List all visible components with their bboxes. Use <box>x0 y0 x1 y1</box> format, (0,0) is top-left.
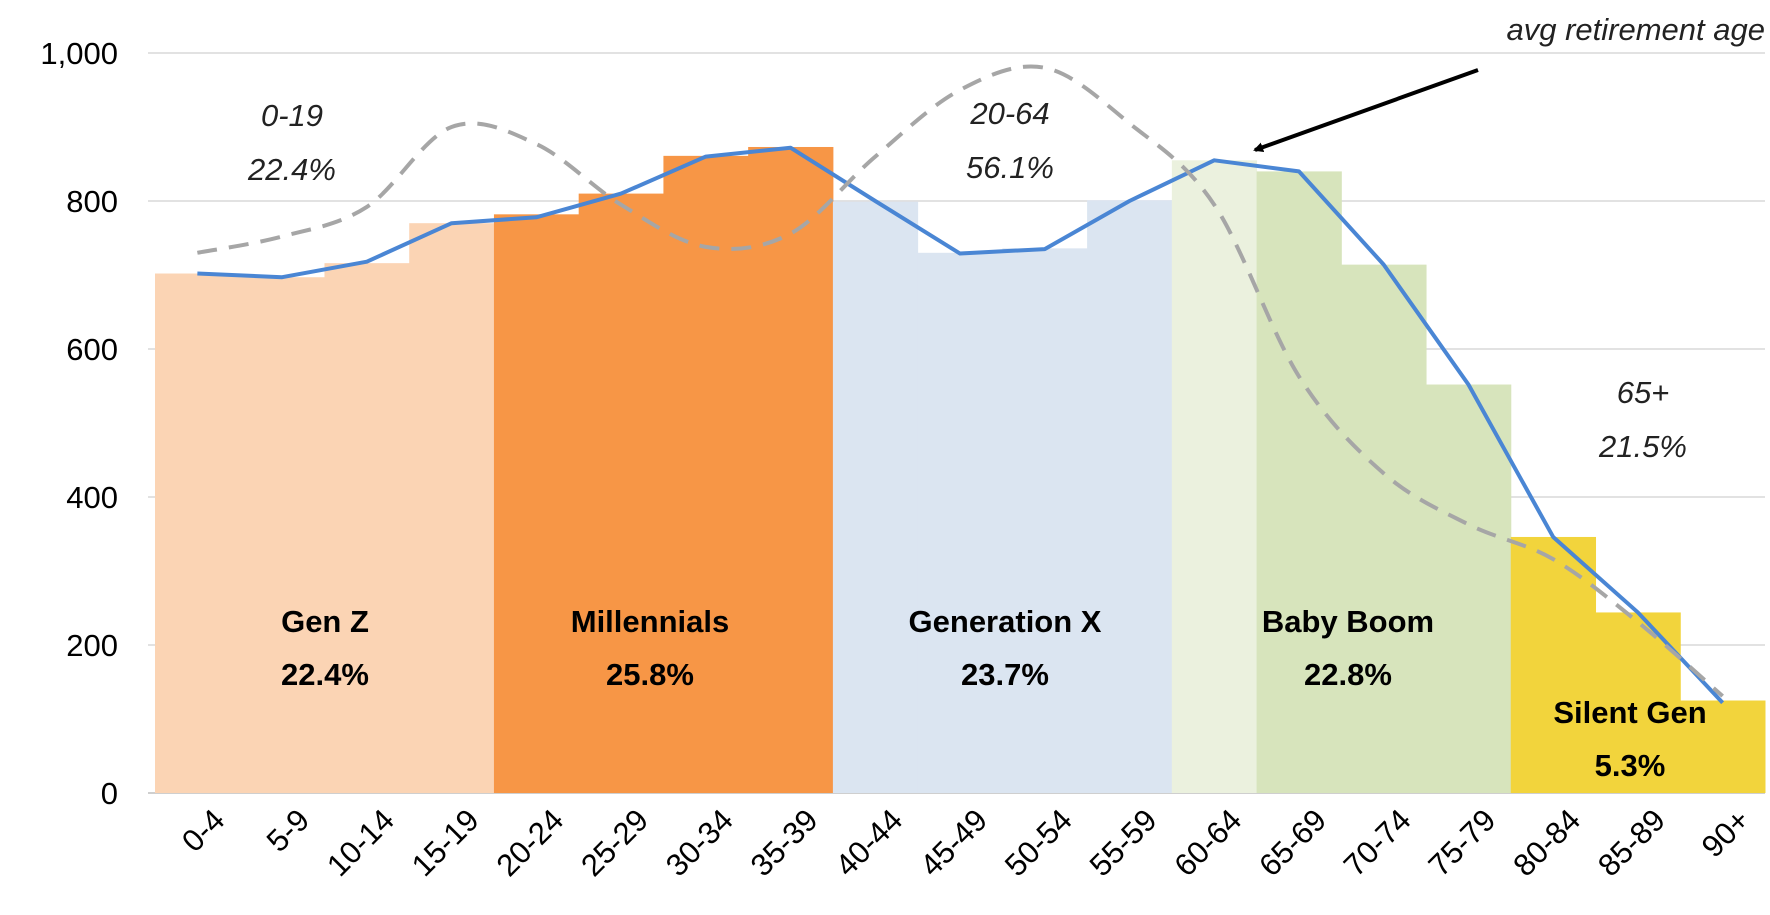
bar <box>1510 536 1597 793</box>
x-tick-label: 0-4 <box>175 802 231 858</box>
x-tick-label: 85-89 <box>1591 802 1672 883</box>
x-tick-label: 10-14 <box>320 802 401 883</box>
bar <box>324 263 410 793</box>
range-label: 20-64 <box>969 96 1049 131</box>
x-tick-label: 55-59 <box>1083 802 1164 883</box>
y-tick-label: 1,000 <box>40 36 118 71</box>
x-tick-label: 75-79 <box>1422 802 1503 883</box>
bar <box>1171 160 1258 794</box>
y-tick-label: 400 <box>66 480 118 515</box>
bar <box>663 155 749 794</box>
arrow <box>1253 68 1479 153</box>
bar <box>155 273 241 793</box>
bar <box>409 223 495 793</box>
range-share: 21.5% <box>1598 429 1687 464</box>
bar <box>1256 171 1342 793</box>
range-label: 65+ <box>1617 375 1670 410</box>
group-label: Generation X <box>909 604 1102 639</box>
x-tick-label: 45-49 <box>913 802 994 883</box>
y-tick-label: 0 <box>101 776 118 811</box>
x-tick-label: 15-19 <box>405 802 486 883</box>
x-tick-label: 35-39 <box>744 802 825 883</box>
x-tick-label: 60-64 <box>1167 802 1248 883</box>
y-tick-label: 200 <box>66 628 118 663</box>
bar <box>493 214 580 793</box>
range-share: 56.1% <box>966 150 1054 185</box>
bar <box>1002 248 1088 794</box>
group-label: Millennials <box>571 604 729 639</box>
annotation: avg retirement age <box>1507 12 1765 47</box>
group-share: 22.8% <box>1304 657 1392 692</box>
bar <box>1341 264 1427 793</box>
line <box>197 145 1725 705</box>
group-share: 5.3% <box>1595 748 1666 783</box>
x-tick-label: 65-69 <box>1252 802 1333 883</box>
group-share: 25.8% <box>606 657 694 692</box>
bar <box>832 201 919 794</box>
x-tick-label: 40-44 <box>828 802 909 883</box>
y-tick-label: 600 <box>66 332 118 367</box>
x-tick-label: 90+ <box>1695 802 1757 864</box>
y-tick-label: 800 <box>66 184 118 219</box>
bar <box>1680 700 1766 793</box>
group-label: Silent Gen <box>1553 695 1706 730</box>
x-tick-label: 70-74 <box>1337 802 1418 883</box>
x-tick-label: 20-24 <box>490 802 571 883</box>
x-tick-label: 25-29 <box>574 802 655 883</box>
bar <box>1426 384 1512 793</box>
x-tick-label: 80-84 <box>1506 802 1587 883</box>
range-label: 0-19 <box>261 98 323 133</box>
group-label: Baby Boom <box>1262 604 1434 639</box>
bar <box>917 252 1003 794</box>
dashed-line <box>196 64 1724 698</box>
x-tick-label: 50-54 <box>998 802 1079 883</box>
range-share: 22.4% <box>247 152 336 187</box>
bar <box>578 193 664 794</box>
group-share: 22.4% <box>281 657 369 692</box>
bar <box>748 146 834 794</box>
x-tick-label: 5-9 <box>260 802 316 858</box>
group-share: 23.7% <box>961 657 1049 692</box>
bar <box>1087 200 1173 793</box>
bar <box>239 277 325 794</box>
group-label: Gen Z <box>281 604 369 639</box>
x-tick-label: 30-34 <box>659 802 740 883</box>
